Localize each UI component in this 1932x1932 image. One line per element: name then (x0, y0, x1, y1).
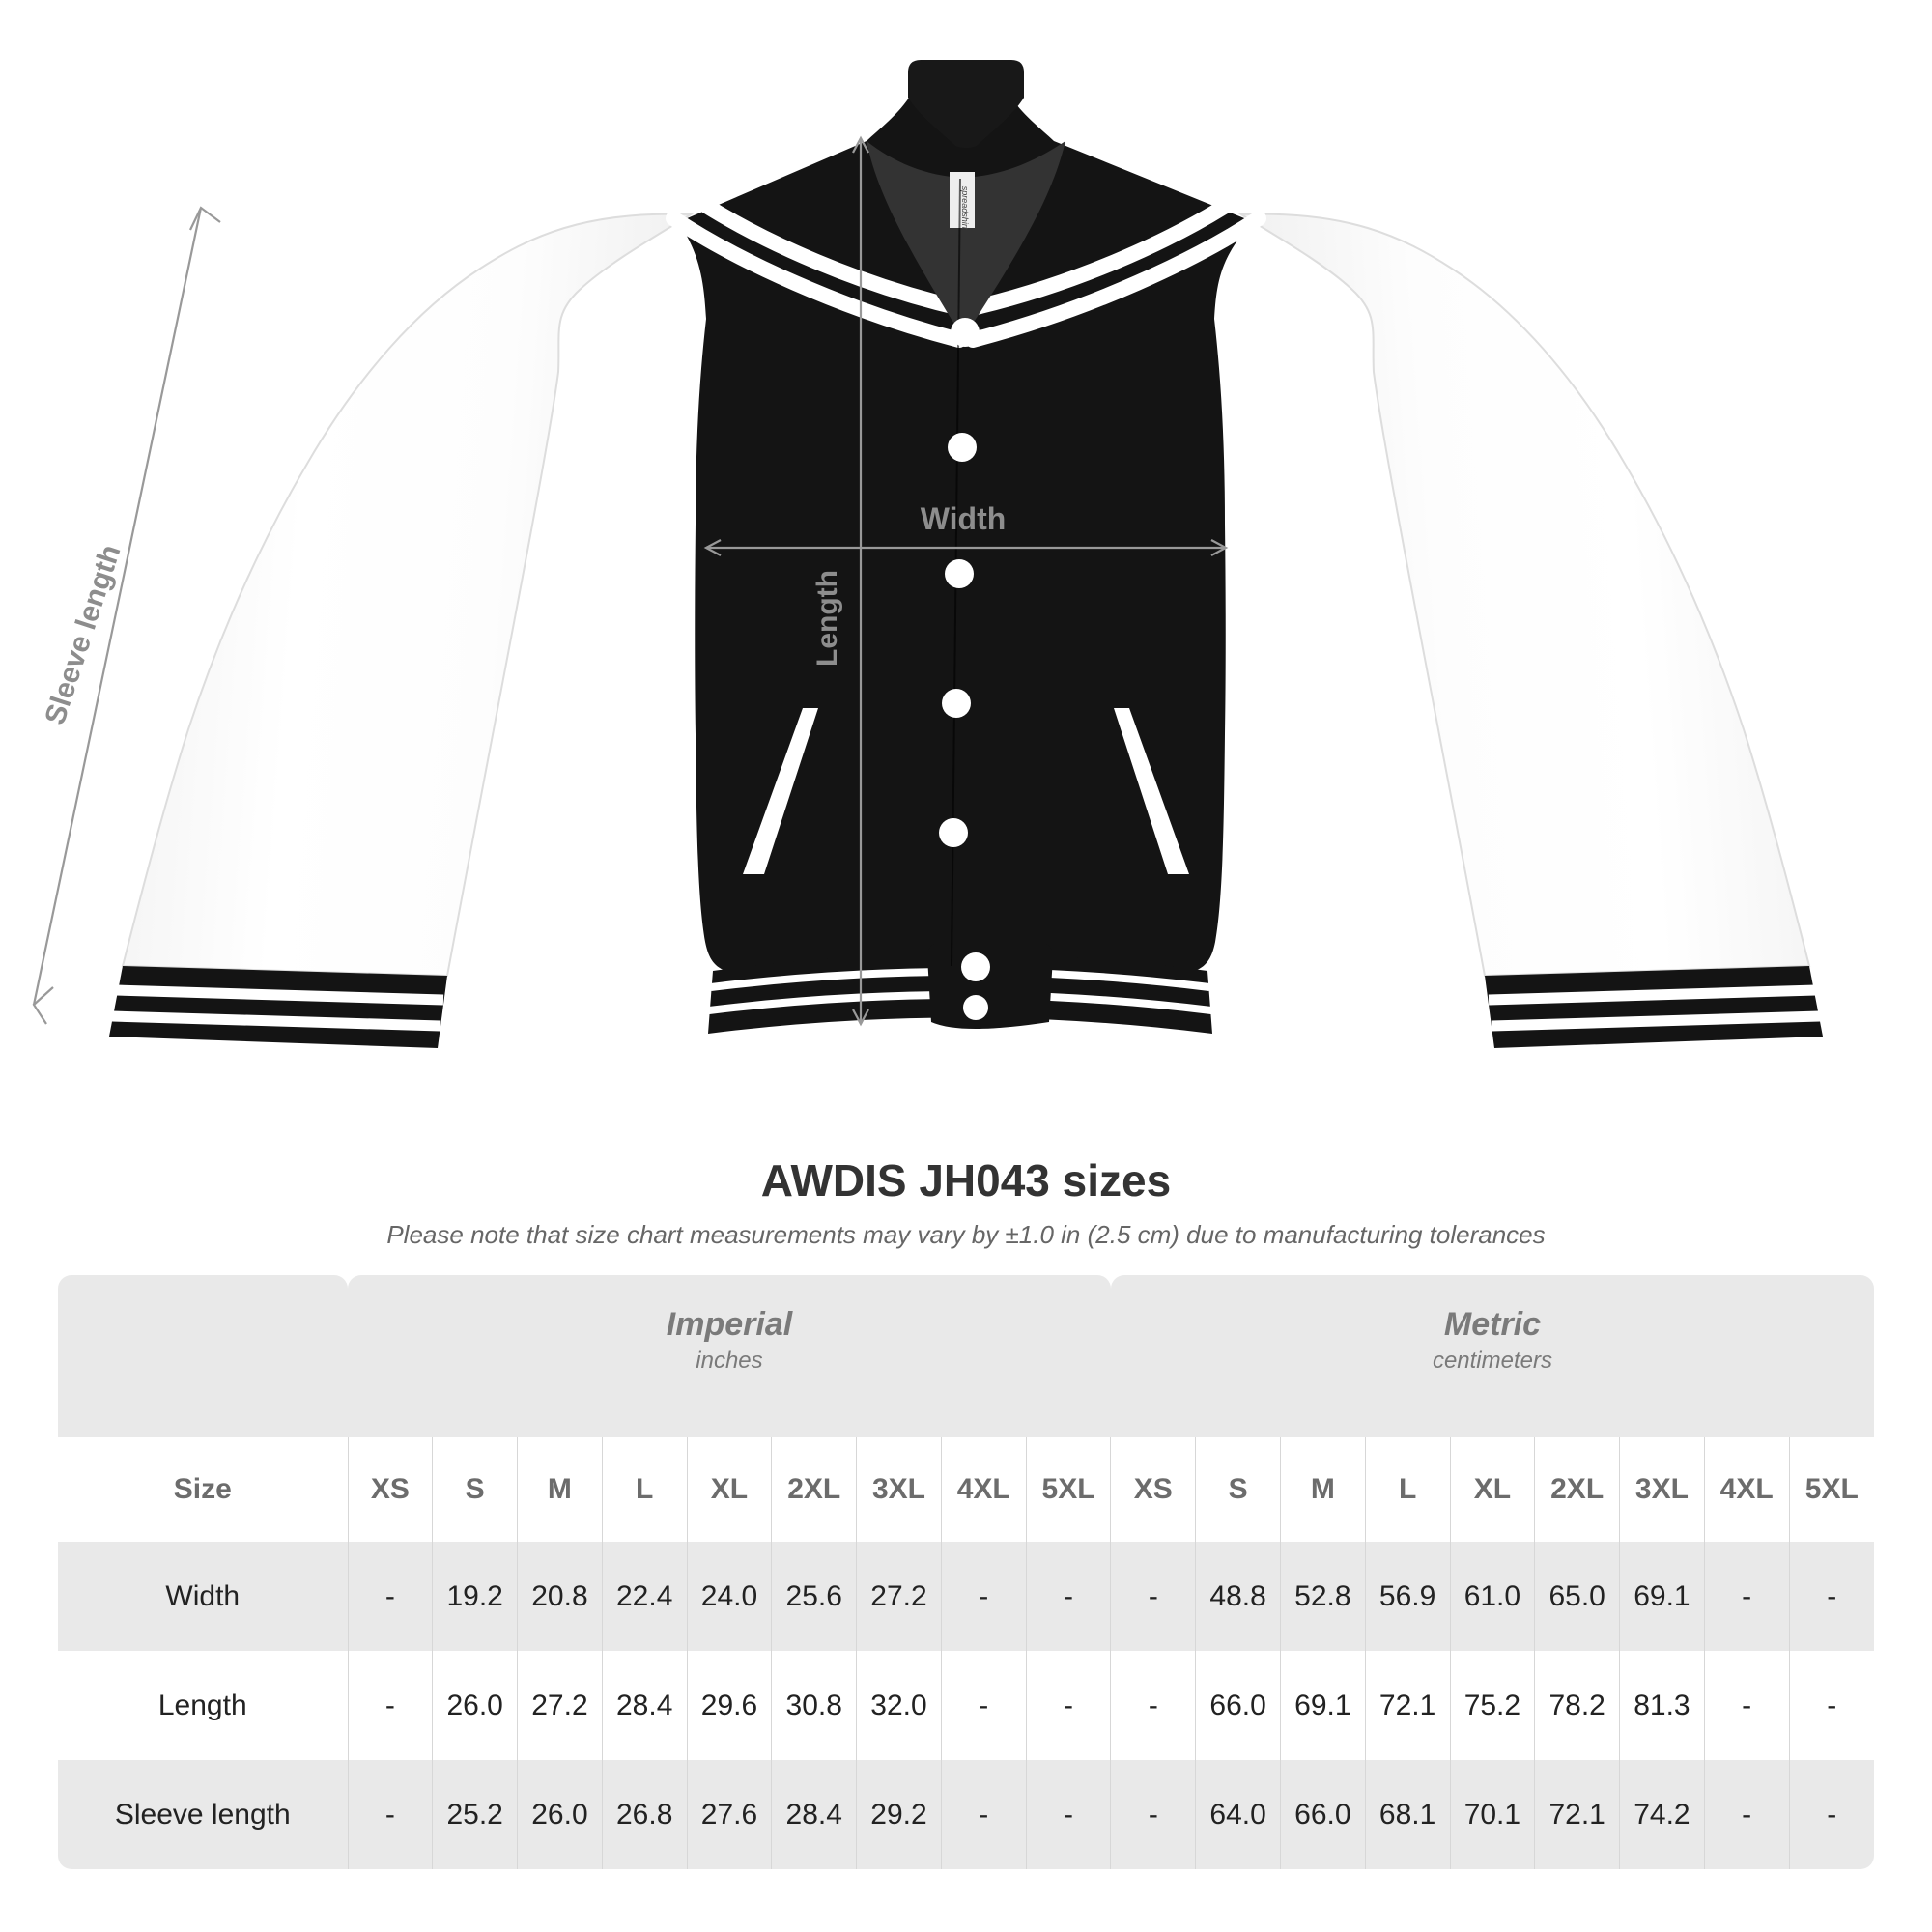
svg-text:Width: Width (921, 501, 1007, 536)
svg-text:spreadshirt: spreadshirt (960, 186, 970, 230)
svg-text:Length: Length (811, 570, 843, 667)
svg-text:Sleeve length: Sleeve length (39, 541, 127, 728)
